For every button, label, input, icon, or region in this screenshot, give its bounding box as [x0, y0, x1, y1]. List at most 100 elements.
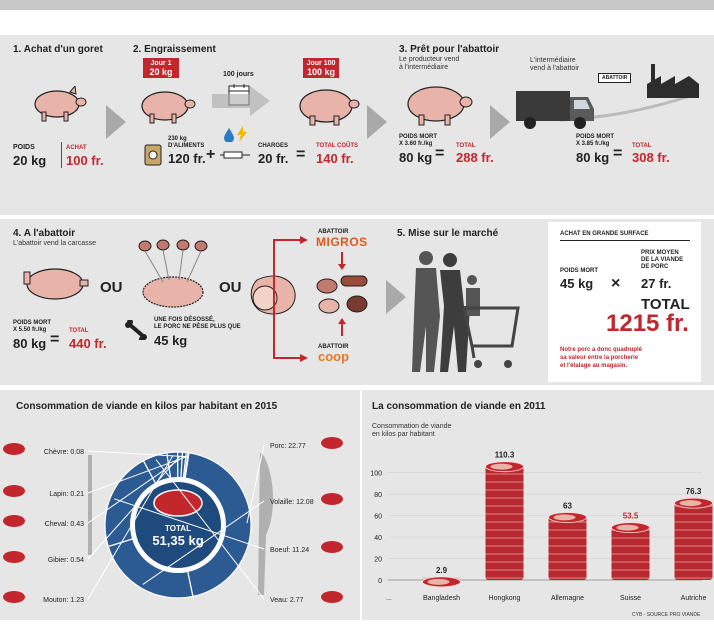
- step3-pm2-price: X 3.85 fr./kg: [576, 141, 610, 147]
- y-tick-label: 60: [374, 514, 382, 521]
- pie-leader-line: [246, 444, 265, 524]
- step3-inter-1: L'intermédiaire: [530, 57, 576, 64]
- note-line-1: Notre porc a donc quadruplé: [560, 347, 643, 353]
- step1-achat-value: 100 fr.: [66, 153, 104, 168]
- bar-chart: 0 20 40 60 80 100... 2.9 Bangladesh 110.3 Hongkon…: [370, 451, 713, 602]
- pie-leader-line: [87, 450, 189, 458]
- divider: [560, 240, 690, 241]
- bar-bangladesh: [422, 576, 461, 588]
- abattoir-label-1: ABATTOIR: [318, 229, 349, 235]
- factory-icon: [647, 64, 699, 98]
- pie-leader-line: [142, 500, 265, 585]
- price-label-2: DE LA VIANDE: [641, 257, 684, 263]
- y-tick-label: 100: [370, 471, 382, 478]
- x-ellipsis: ...: [386, 595, 392, 602]
- bar-value-label: 53.5: [623, 512, 639, 521]
- day100-tag: Jour 100 100 kg: [303, 58, 339, 78]
- deboned-text-2: LE PORC NE PÈSE PLUS QUE: [154, 324, 241, 330]
- pie-label-cheval: Cheval: 0.43: [45, 521, 84, 528]
- pig-icon: [141, 91, 196, 124]
- price-label-1: PRIX MOYEN: [641, 250, 679, 256]
- step3-pm1: POIDS MORT: [399, 134, 438, 140]
- abattoir-sign: ABATTOIR: [598, 73, 632, 83]
- pie-label-mouton: Mouton: 1.23: [43, 597, 84, 604]
- x-tick-label: Bangladesh: [423, 595, 460, 602]
- step1-poids-value: 20 kg: [13, 153, 47, 168]
- pie-center-label: TOTAL: [165, 524, 191, 533]
- step4-total-label: TOTAL: [69, 328, 89, 334]
- knife-icon: [258, 453, 274, 595]
- step4-total-value: 440 fr.: [69, 336, 107, 351]
- y-tick-label: 80: [374, 492, 382, 499]
- equals-sign: =: [613, 145, 623, 162]
- carcass-icon: [23, 268, 89, 300]
- step3-title: 3. Prêt pour l'abattoir: [399, 44, 500, 55]
- bar-ylabel-1: Consommation de viande: [372, 423, 452, 430]
- bar-value-label: 63: [563, 501, 572, 510]
- pie-leader-line: [87, 455, 181, 560]
- animal-icon-chèvre: [3, 443, 25, 455]
- charges-label: CHARGES: [258, 143, 289, 149]
- purchase-box: [548, 222, 701, 382]
- equals-sign: =: [50, 331, 60, 348]
- pie-leader-line: [87, 456, 187, 494]
- steak-icon: [153, 489, 203, 517]
- day1-tag: Jour 1 20 kg: [143, 58, 179, 78]
- or-label: OU: [100, 279, 123, 296]
- step4-pm-value: 80 kg: [13, 336, 47, 351]
- arrow-down-icon: [338, 252, 346, 270]
- price-label-3: DE PORC: [641, 264, 669, 270]
- pie-label-veau: Veau: 2.77: [270, 597, 304, 604]
- charges-value: 20 fr.: [258, 151, 289, 166]
- purchase-pm: POIDS MORT: [560, 268, 599, 274]
- pie-center-value: 51,35 kg: [152, 533, 203, 548]
- step3-pm2: POIDS MORT: [576, 134, 615, 140]
- total-costs-label: TOTAL COÛTS: [316, 143, 358, 149]
- pie-label-gibier: Gibier: 0.54: [48, 557, 84, 564]
- step3-desc-2: à l'intermédiaire: [399, 64, 449, 71]
- x-tick-label: Allemagne: [551, 595, 584, 602]
- pie-label-porc: Porc: 22.77: [270, 443, 306, 450]
- animal-icon-porc: [321, 437, 343, 449]
- pie-label-lapin: Lapin: 0.21: [49, 491, 84, 498]
- deboned-value: 45 kg: [154, 333, 188, 348]
- x-tick-label: Hongkong: [489, 595, 521, 602]
- bar-suisse: [611, 522, 650, 580]
- step4-desc: L'abattoir vend la carcasse: [13, 240, 97, 247]
- arrow-right-icon: [106, 105, 126, 139]
- coop-logo: coop: [318, 349, 350, 364]
- grand-total-label: TOTAL: [641, 296, 690, 313]
- feed-bag-icon: [144, 144, 162, 166]
- bar-value-label: 110.3: [495, 451, 515, 460]
- day1-kg: 20 kg: [149, 67, 173, 77]
- bar-ylabel-2: en kilos par habitant: [372, 431, 435, 438]
- bar-allemagne: [548, 512, 587, 580]
- animal-icon-lapin: [3, 485, 25, 497]
- truck-icon: [516, 91, 594, 129]
- pig-icon: [407, 86, 473, 126]
- x-tick-label: Autriche: [681, 595, 707, 602]
- pie-label-chèvre: Chèvre: 0.08: [44, 449, 84, 456]
- abattoir-label-2: ABATTOIR: [318, 344, 349, 350]
- pie-leader-line: [114, 498, 265, 550]
- step3-desc-1: Le producteur vend: [399, 56, 460, 63]
- animal-icon-gibier: [3, 551, 25, 563]
- days-label: 100 jours: [223, 71, 254, 78]
- migros-logo: MIGROS: [316, 235, 368, 249]
- lightning-icon: [237, 126, 247, 142]
- step3-total2-value: 308 fr.: [632, 150, 670, 165]
- step3-pm2-value: 80 kg: [576, 150, 610, 165]
- y-tick-label: 0: [378, 578, 382, 585]
- cuts-carcass-icon: [138, 239, 208, 308]
- bone-icon: [125, 320, 147, 340]
- pig-icon: [34, 86, 87, 122]
- step3-pm1-value: 80 kg: [399, 150, 433, 165]
- arrow-right-icon: [367, 105, 387, 139]
- plus-sign: +: [206, 146, 216, 163]
- day1-label: Jour 1: [150, 60, 172, 67]
- bar-chart-title: La consommation de viande en 2011: [372, 401, 546, 412]
- bar-value-label: 76.3: [686, 487, 702, 496]
- animal-icon-mouton: [3, 591, 25, 603]
- bar-hongkong: [485, 461, 524, 580]
